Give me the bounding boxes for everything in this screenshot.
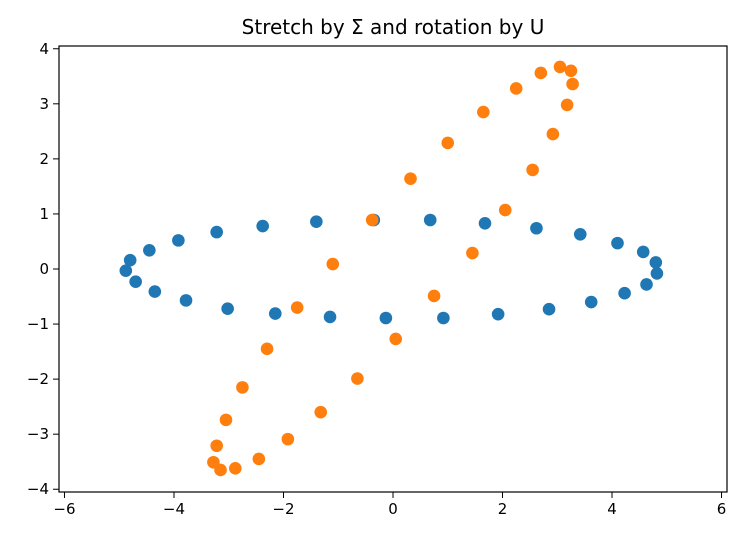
blue-data-point [423,213,437,227]
data-points [119,60,664,477]
blue-data-point [650,267,664,280]
blue-data-point [179,294,193,307]
x-tick-label: −2 [272,500,294,518]
blue-data-point [573,228,587,241]
orange-data-point [546,127,560,141]
orange-data-point [526,163,539,177]
y-tick-label: −3 [27,425,49,443]
blue-data-point [636,245,650,259]
plot-frame [58,45,728,493]
orange-data-point [389,332,403,346]
orange-data-point [260,342,274,356]
y-tick-label: 3 [39,95,49,113]
x-tick-label: −4 [163,500,185,518]
orange-data-point [281,432,295,446]
chart-title: Stretch by Σ and rotation by U [242,15,545,39]
orange-data-point [229,462,242,475]
orange-data-point [477,105,490,119]
blue-data-point [478,216,492,230]
blue-data-point [379,311,393,325]
orange-data-point [207,455,220,469]
orange-data-point [404,172,417,185]
blue-data-point [256,219,269,233]
y-tick-label: 2 [39,150,49,168]
blue-data-point [491,307,505,321]
blue-data-point [172,234,185,247]
orange-data-point [466,246,479,260]
x-tick-label: 4 [607,500,617,518]
blue-data-point [640,278,653,291]
orange-data-point [314,405,328,419]
orange-data-point [509,82,523,95]
x-tick-label: −6 [53,500,75,518]
blue-data-point [584,295,598,309]
orange-data-point [441,136,455,150]
x-tick-label: 0 [388,500,398,518]
orange-data-point [326,257,340,271]
x-tick-label: 2 [498,500,508,518]
blue-data-point [530,221,543,235]
orange-data-point [566,77,579,91]
blue-data-point [323,310,337,324]
y-tick-label: 0 [39,260,49,278]
blue-data-point [268,307,282,320]
orange-data-point [498,203,512,217]
orange-data-point [252,452,266,466]
blue-data-point [143,243,156,257]
orange-data-point [351,372,364,385]
orange-data-point [427,289,441,303]
orange-data-point [534,66,548,80]
y-tick-label: −1 [27,315,49,333]
blue-data-point [649,256,663,269]
y-tick-label: −2 [27,370,49,388]
blue-data-point [119,264,133,277]
x-tick-label: 6 [717,500,727,518]
orange-data-point [210,439,223,453]
y-tick-label: −4 [27,480,49,498]
orange-data-point [219,413,233,427]
blue-data-point [310,215,323,228]
orange-data-point [290,301,304,314]
orange-data-point [365,213,379,227]
blue-data-point [129,275,142,288]
blue-data-point [618,286,631,300]
y-tick-label: 4 [39,40,49,58]
orange-data-point [553,60,567,74]
blue-data-point [210,225,223,239]
blue-data-point [437,311,450,325]
blue-data-point [148,285,162,298]
y-tick-label: 1 [39,205,49,223]
blue-data-point [542,302,556,316]
blue-data-point [221,302,234,315]
orange-data-point [236,381,249,394]
blue-data-point [611,236,624,250]
blue-data-point [123,253,137,267]
orange-data-point [564,64,578,78]
orange-data-point [560,98,574,112]
